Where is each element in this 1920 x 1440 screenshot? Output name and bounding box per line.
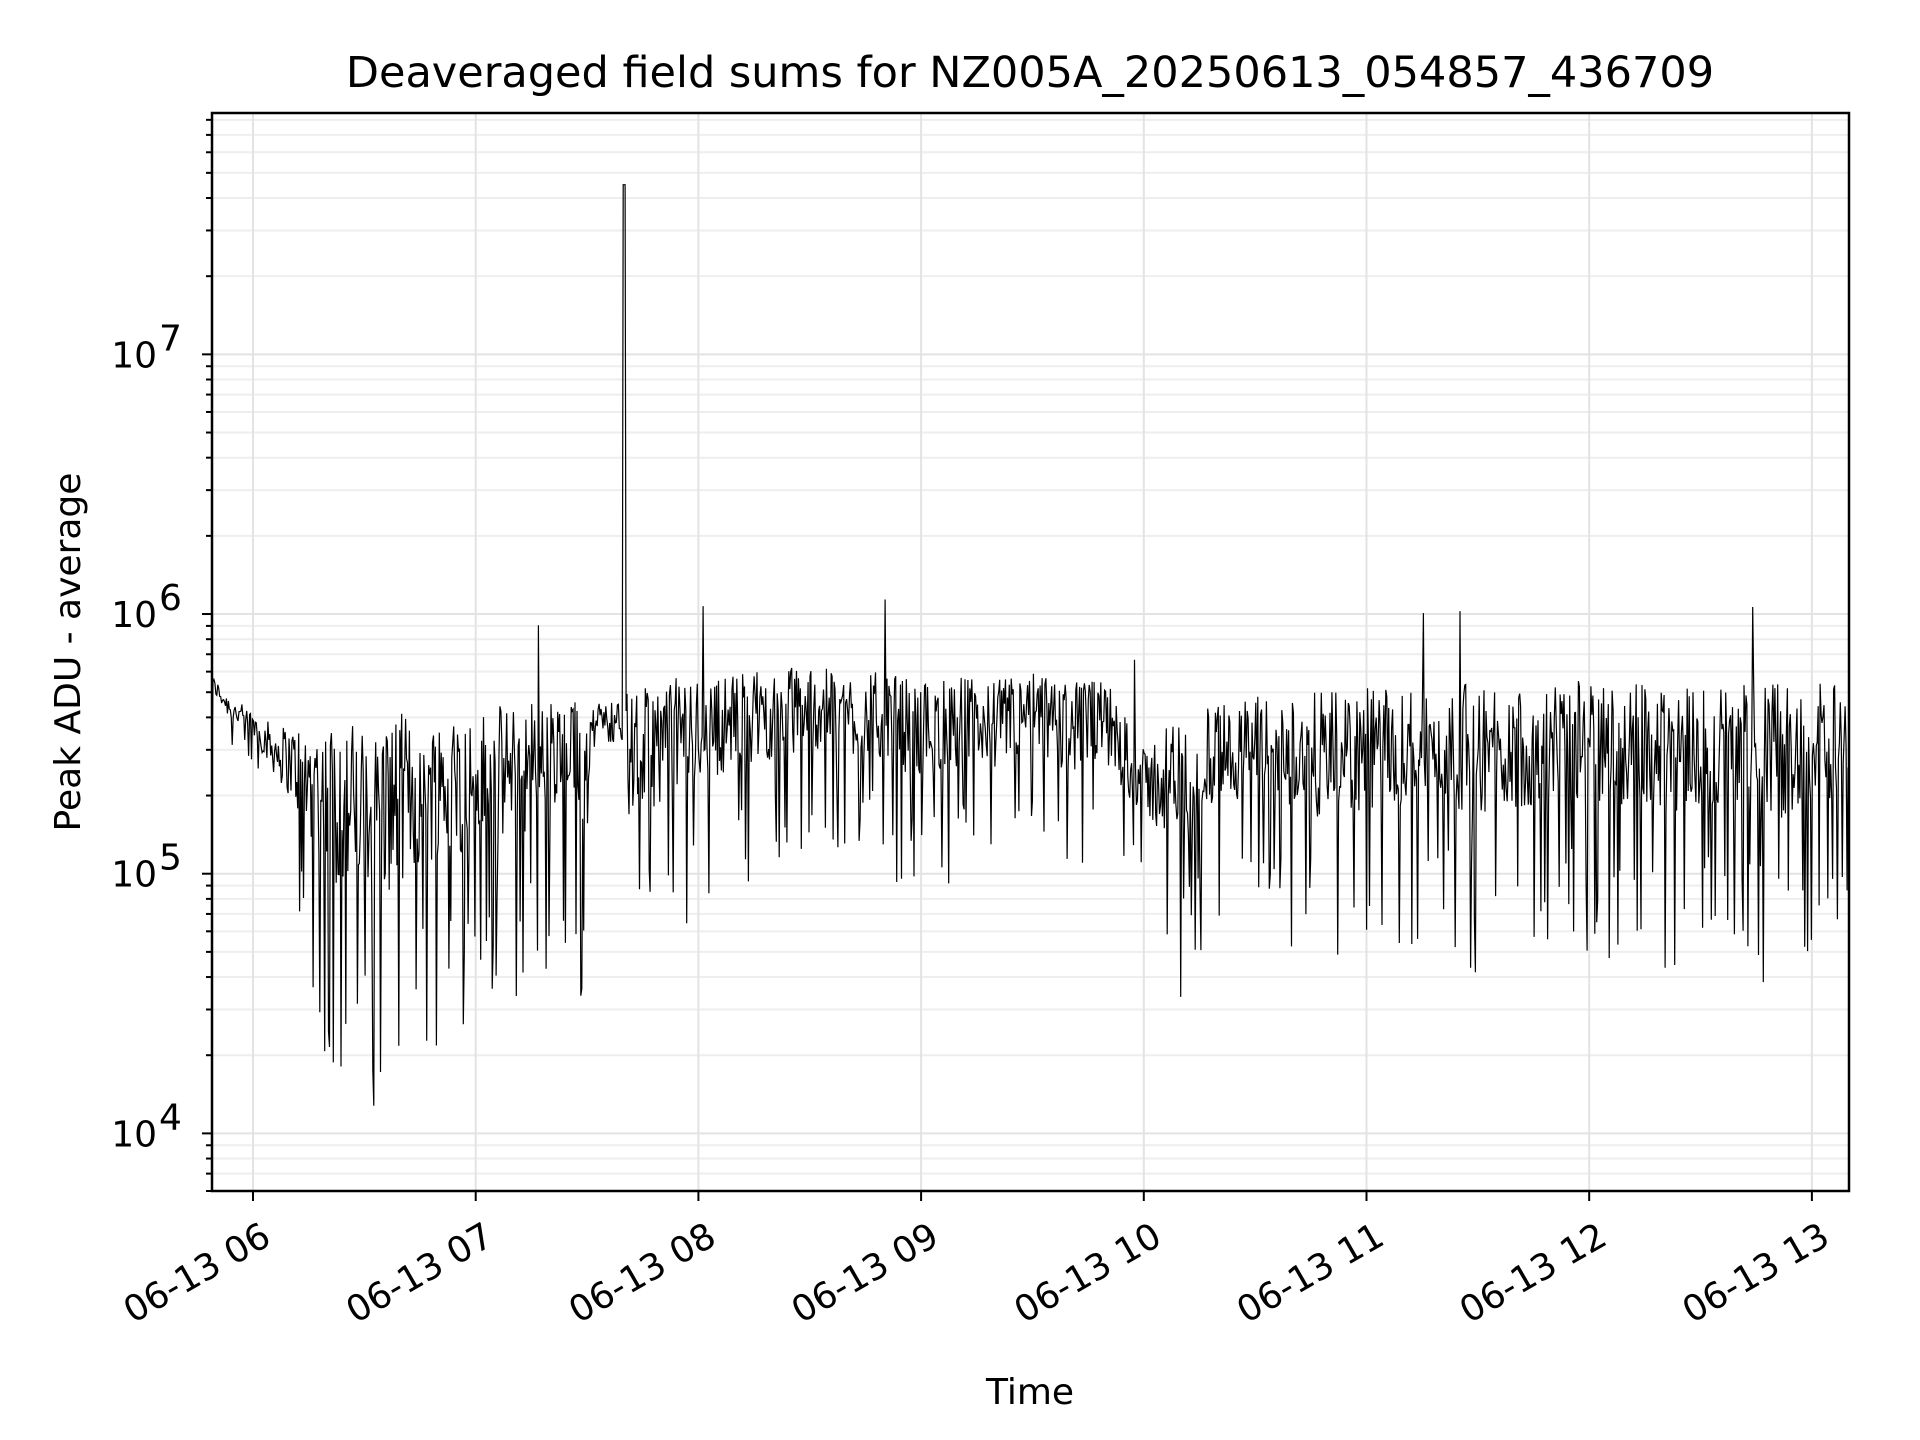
y-tick-exponent: 6	[159, 578, 182, 619]
y-tick-label: 10	[111, 855, 157, 896]
x-tick-label: 06-13 07	[340, 1215, 501, 1331]
y-axis-label: Peak ADU - average	[48, 473, 89, 832]
x-tick-label: 06-13 10	[1008, 1215, 1169, 1331]
y-tick-base: 10	[111, 595, 157, 636]
y-tick-exponent: 7	[159, 318, 182, 359]
x-tick-label: 06-13 13	[1676, 1215, 1837, 1331]
y-tick-base: 10	[111, 855, 157, 896]
y-tick-exponent: 5	[159, 838, 182, 879]
y-tick-label: 10	[111, 595, 157, 636]
x-tick-label: 06-13 06	[117, 1215, 278, 1331]
y-tick-base: 10	[111, 335, 157, 376]
y-tick-label: 10	[111, 335, 157, 376]
x-tick-label: 06-13 11	[1230, 1215, 1391, 1331]
x-tick-label: 06-13 08	[562, 1215, 723, 1331]
x-tick-label: 06-13 09	[785, 1215, 946, 1331]
y-tick-label: 10	[111, 1114, 157, 1155]
y-tick-exponent: 4	[159, 1097, 182, 1138]
grid	[212, 113, 1849, 1192]
plot-frame	[210, 111, 1851, 1193]
y-tick-base: 10	[111, 1114, 157, 1155]
x-axis-label: Time	[985, 1372, 1074, 1413]
x-tick-label: 06-13 12	[1453, 1215, 1614, 1331]
series-line	[211, 184, 1850, 1106]
chart-title: Deaveraged field sums for NZ005A_2025061…	[346, 48, 1714, 98]
